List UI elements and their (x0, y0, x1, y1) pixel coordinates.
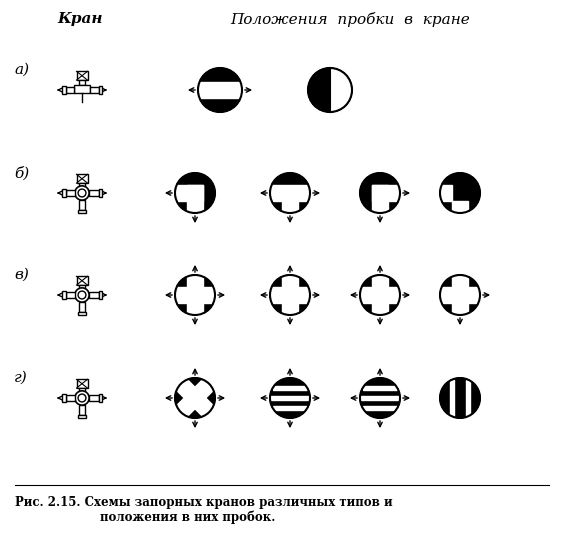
Text: Кран: Кран (57, 12, 103, 26)
Circle shape (175, 275, 215, 315)
Bar (440, 288, 480, 302)
Circle shape (198, 68, 242, 112)
Circle shape (360, 275, 400, 315)
Bar (65, 87, 74, 93)
Circle shape (270, 378, 310, 418)
Text: а): а) (14, 63, 29, 77)
Bar (90, 87, 99, 93)
Bar (272, 407, 307, 409)
Bar (187, 186, 202, 213)
Circle shape (308, 68, 352, 112)
Bar (80, 302, 85, 311)
Bar (80, 285, 85, 290)
Bar (272, 386, 307, 389)
Text: б): б) (14, 166, 29, 180)
Bar (452, 201, 468, 213)
Bar (99, 86, 102, 94)
Bar (283, 275, 298, 315)
Bar (363, 407, 397, 409)
Bar (78, 311, 86, 315)
Bar (80, 405, 85, 414)
Bar (62, 393, 65, 402)
Circle shape (75, 288, 89, 302)
Text: Рис. 2.15. Схемы запорных кранов различных типов и: Рис. 2.15. Схемы запорных кранов различн… (15, 496, 393, 509)
Bar (62, 291, 65, 299)
Bar (80, 200, 85, 209)
Bar (99, 291, 102, 299)
Bar (74, 85, 90, 93)
Bar (360, 397, 400, 399)
Text: положения в них пробок.: положения в них пробок. (100, 510, 275, 524)
Bar (270, 397, 310, 399)
Circle shape (78, 394, 86, 402)
Bar (198, 81, 242, 99)
Bar (89, 395, 99, 401)
Bar (62, 86, 65, 94)
Bar (440, 186, 452, 201)
Wedge shape (330, 69, 351, 111)
Circle shape (75, 391, 89, 405)
Bar (65, 395, 75, 401)
Bar (466, 379, 470, 416)
Bar (78, 414, 86, 418)
Text: в): в) (14, 268, 29, 282)
Bar (372, 186, 400, 201)
Circle shape (75, 186, 89, 200)
Bar (175, 378, 214, 418)
Text: г): г) (14, 371, 28, 385)
Bar (372, 275, 387, 315)
Bar (452, 275, 468, 315)
Bar (363, 386, 397, 389)
Bar (175, 288, 215, 302)
Circle shape (78, 291, 86, 299)
Bar (77, 175, 87, 183)
Bar (89, 293, 99, 297)
Circle shape (440, 173, 480, 213)
Bar (80, 183, 85, 187)
Bar (65, 293, 75, 297)
Circle shape (360, 173, 400, 213)
Bar (62, 188, 65, 197)
Circle shape (175, 173, 215, 213)
Circle shape (270, 173, 310, 213)
Bar (187, 275, 202, 315)
Bar (99, 188, 102, 197)
Bar (80, 80, 85, 85)
Bar (89, 190, 99, 196)
Bar (270, 186, 310, 201)
Bar (175, 378, 214, 418)
Text: Положения  пробки  в  кране: Положения пробки в кране (230, 12, 470, 27)
Circle shape (360, 378, 400, 418)
Circle shape (440, 275, 480, 315)
Bar (77, 276, 87, 285)
Bar (270, 288, 310, 302)
Bar (65, 190, 75, 196)
Circle shape (270, 275, 310, 315)
Circle shape (175, 378, 215, 418)
Bar (360, 288, 400, 302)
Circle shape (440, 378, 480, 418)
Bar (80, 388, 85, 392)
Bar (283, 193, 298, 213)
Circle shape (78, 189, 86, 197)
Bar (78, 209, 86, 213)
Bar (175, 186, 202, 201)
Bar (450, 379, 454, 416)
Bar (99, 393, 102, 402)
Bar (372, 186, 387, 213)
Bar (77, 379, 87, 388)
Bar (77, 71, 87, 80)
